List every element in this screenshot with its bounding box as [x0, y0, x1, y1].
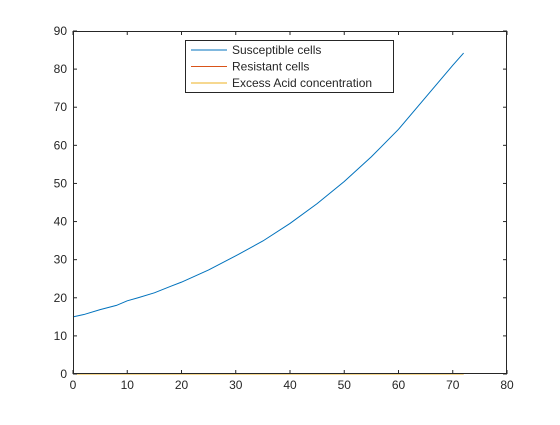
legend-label-0: Susceptible cells — [232, 43, 321, 57]
series-line-0 — [72, 52, 464, 318]
x-tick-label: 10 — [121, 378, 135, 392]
legend-label-2: Excess Acid concentration — [232, 76, 372, 90]
y-tick-label: 50 — [54, 176, 68, 190]
y-tick-label: 70 — [54, 100, 68, 114]
y-tick-label: 40 — [54, 215, 68, 229]
legend-label-1: Resistant cells — [232, 60, 309, 74]
y-tick-label: 60 — [54, 138, 68, 152]
y-tick-label: 90 — [54, 24, 68, 38]
y-tick-label: 80 — [54, 62, 68, 76]
legend: Susceptible cells Resistant cells Excess A… — [185, 40, 394, 93]
x-tick-label: 80 — [500, 378, 514, 392]
x-tick-label: 0 — [70, 378, 77, 392]
x-tick-label: 60 — [392, 378, 406, 392]
x-tick-label: 50 — [338, 378, 352, 392]
x-tick-label: 20 — [175, 378, 189, 392]
y-tick-label: 0 — [60, 367, 67, 381]
axes-layer: 0 10 20 30 40 50 60 70 80 0 10 20 30 40 50 60 70 80 90 — [54, 24, 514, 392]
x-tick-label: 30 — [229, 378, 243, 392]
y-tick-label: 20 — [54, 291, 68, 305]
x-tick-label: 40 — [283, 378, 297, 392]
y-tick-label: 30 — [54, 253, 68, 267]
y-tick-label: 10 — [54, 329, 68, 343]
x-tick-label: 70 — [446, 378, 460, 392]
